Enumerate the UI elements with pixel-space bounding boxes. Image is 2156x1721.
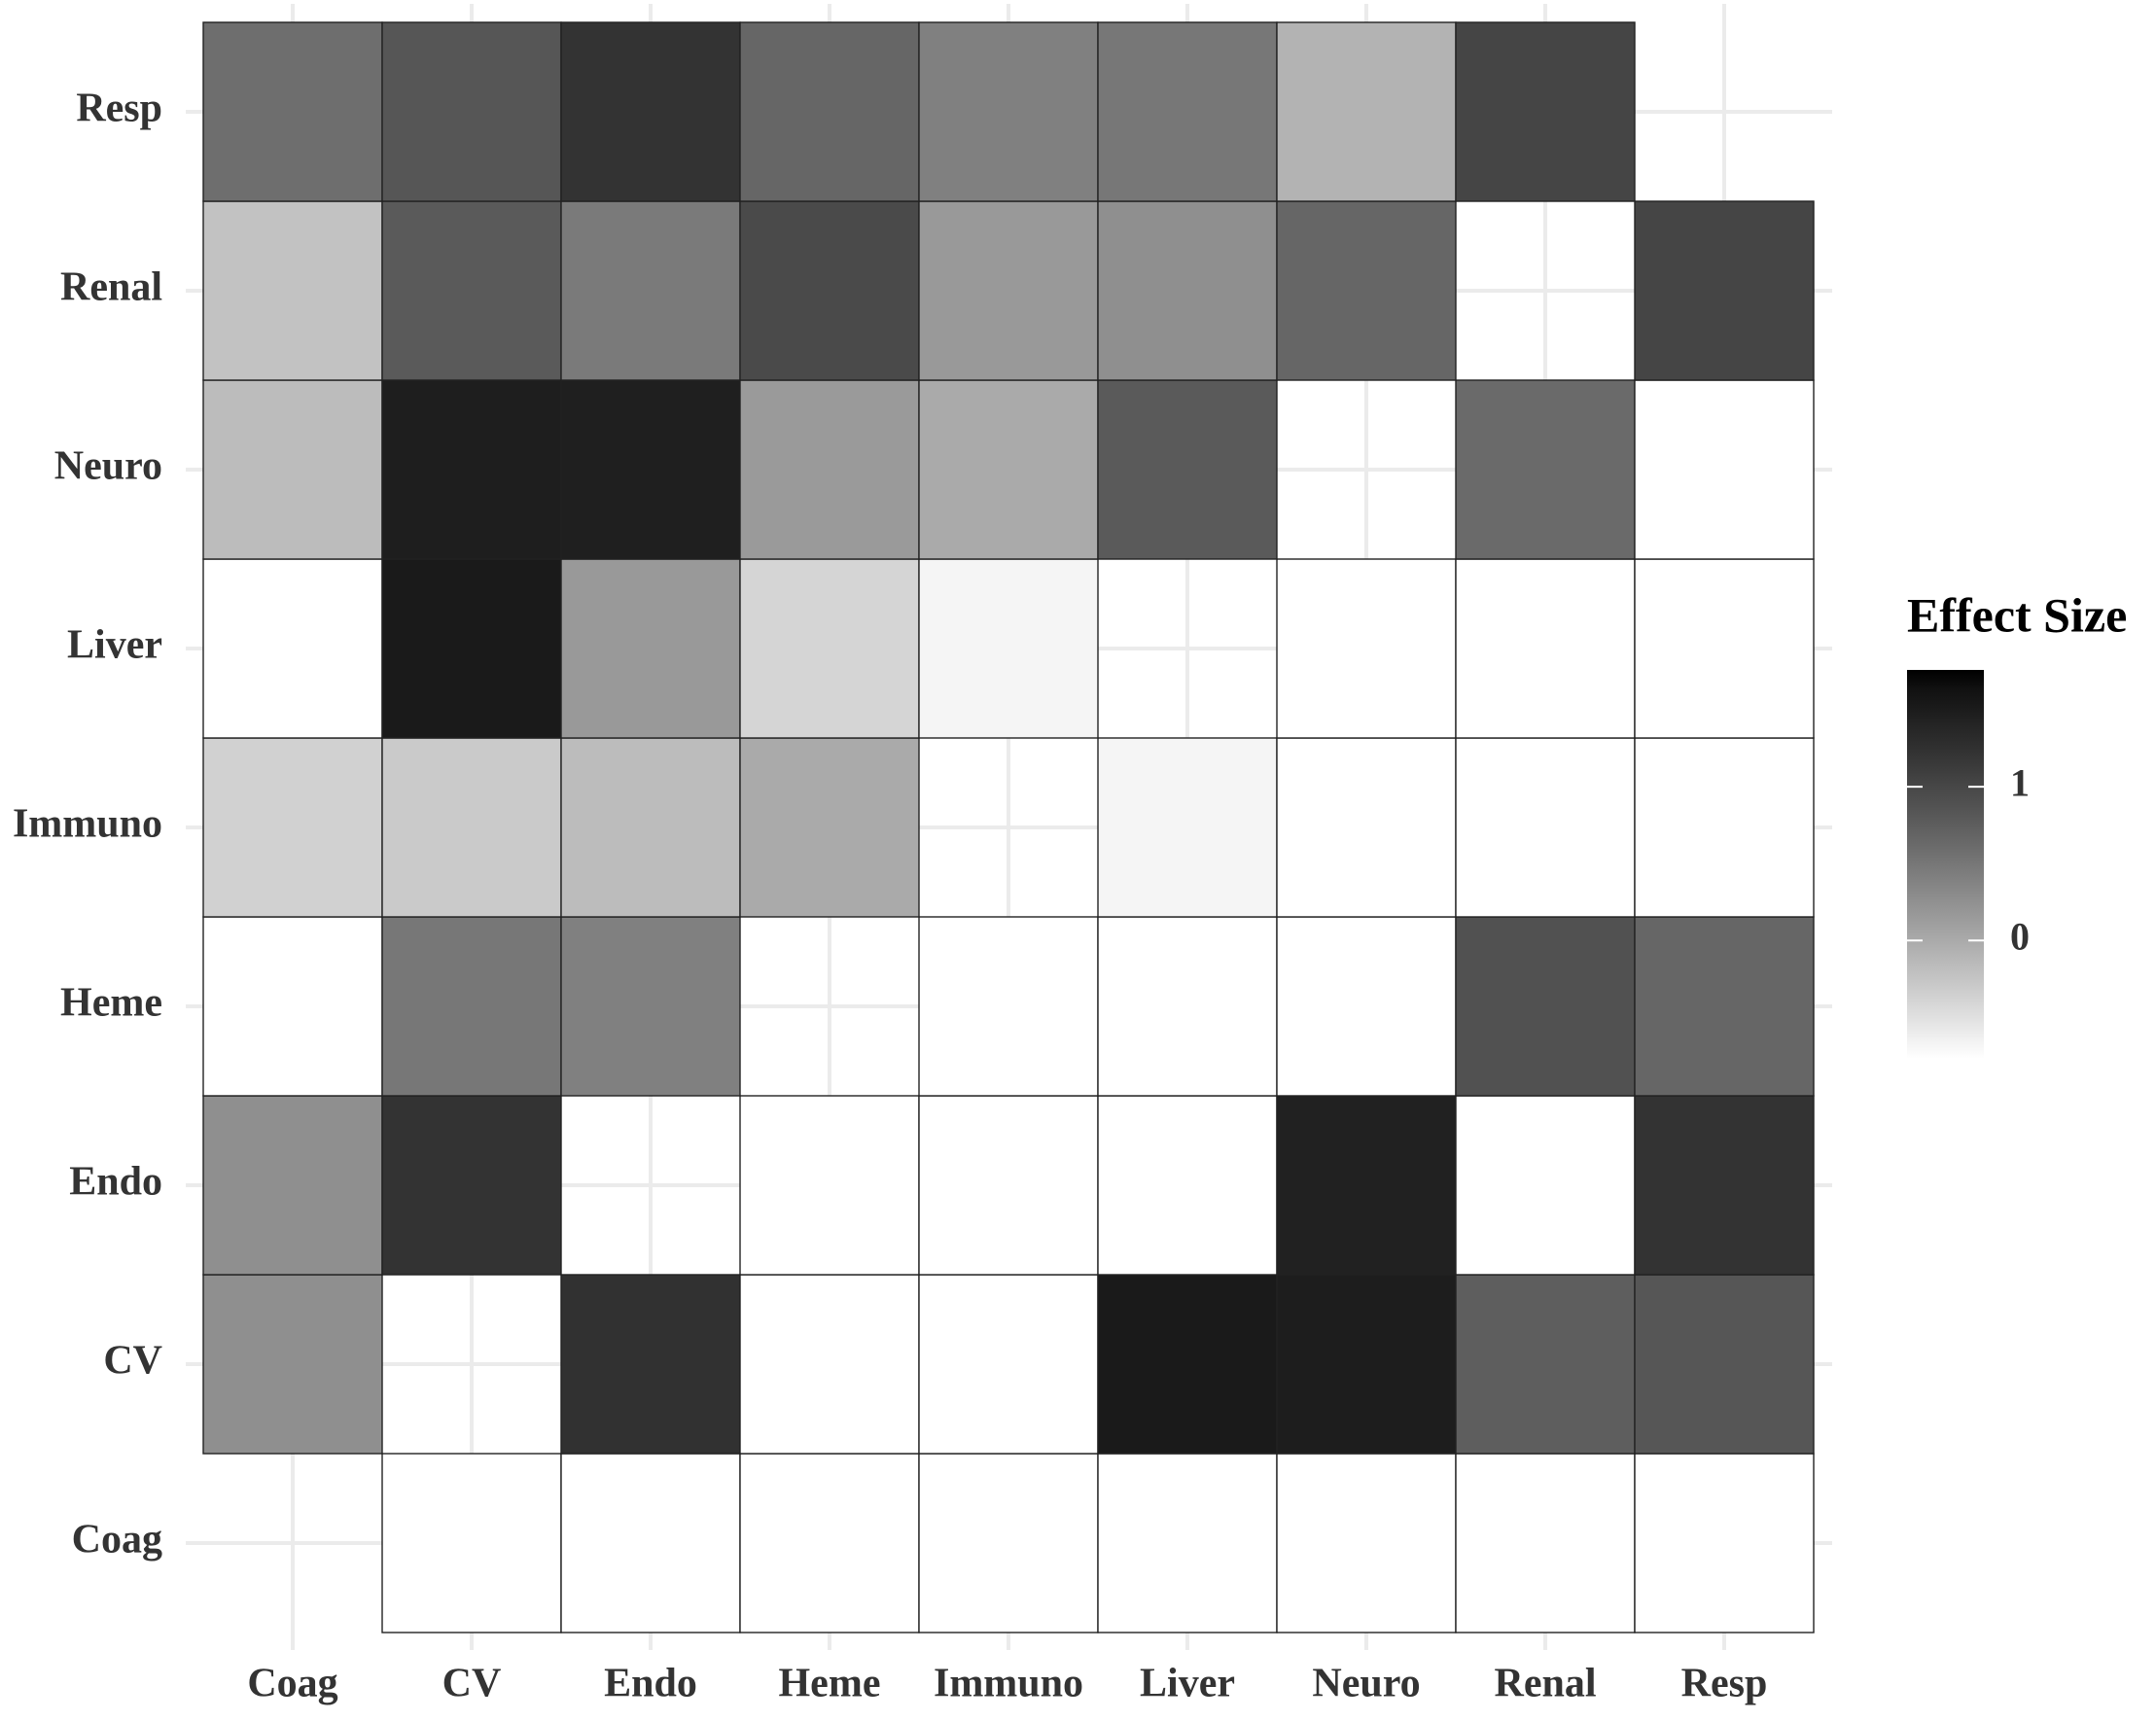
heatmap-cell [202, 1274, 383, 1455]
heatmap-cell [381, 200, 562, 381]
x-tick-label: Neuro [1312, 1662, 1420, 1706]
heatmap-cell [739, 21, 920, 202]
y-tick-label: CV [103, 1339, 162, 1384]
heatmap-cell [1097, 1274, 1278, 1455]
heatmap-cell [1097, 916, 1278, 1097]
heatmap-cell [202, 737, 383, 918]
y-tick-label: Endo [69, 1160, 162, 1205]
heatmap-cell [202, 916, 383, 1097]
heatmap-cell [918, 379, 1099, 560]
heatmap-cell [560, 200, 741, 381]
x-tick-label: CV [442, 1662, 502, 1706]
heatmap-cell [560, 916, 741, 1097]
colorbar-tick-label: 1 [2010, 760, 2030, 804]
x-tick-label: Heme [779, 1662, 881, 1706]
heatmap-cell [560, 21, 741, 202]
heatmap-cell [1276, 200, 1457, 381]
heatmap-cell [1455, 21, 1636, 202]
y-tick-label: Renal [60, 265, 162, 310]
heatmap-cell [1097, 200, 1278, 381]
y-tick-label: Heme [60, 981, 162, 1026]
heatmap-cell [1097, 1453, 1278, 1633]
heatmap-cell [1455, 737, 1636, 918]
heatmap-cell [560, 1274, 741, 1455]
heatmap-cell [1276, 1095, 1457, 1276]
heatmap-cell [381, 916, 562, 1097]
heatmap-cell [1276, 916, 1457, 1097]
heatmap-cell [739, 379, 920, 560]
heatmap-cell [1455, 558, 1636, 739]
heatmap-cell [1634, 737, 1815, 918]
heatmap-cell [1455, 916, 1636, 1097]
heatmap-cell [202, 200, 383, 381]
heatmap-cell [381, 1095, 562, 1276]
heatmap-cell [1455, 1453, 1636, 1633]
y-tick-label: Liver [67, 623, 162, 668]
heatmap-cell [381, 558, 562, 739]
heatmap-cell [918, 200, 1099, 381]
heatmap-cell [381, 737, 562, 918]
x-tick-label: Liver [1140, 1662, 1235, 1706]
heatmap-cell [1276, 1453, 1457, 1633]
heatmap-cell [1097, 737, 1278, 918]
heatmap-cell [381, 21, 562, 202]
heatmap-cell [202, 21, 383, 202]
heatmap-cell [918, 1274, 1099, 1455]
heatmap-cell [739, 558, 920, 739]
heatmap-cell [1276, 21, 1457, 202]
heatmap-cell [1455, 379, 1636, 560]
heatmap-cell [739, 1095, 920, 1276]
heatmap-cell [1634, 1274, 1815, 1455]
x-tick-label: Endo [604, 1662, 697, 1706]
heatmap-cell [1276, 737, 1457, 918]
heatmap-cell [1634, 1453, 1815, 1633]
heatmap-cell [1455, 1274, 1636, 1455]
heatmap-cell [1634, 558, 1815, 739]
heatmap-cell [1097, 379, 1278, 560]
heatmap-cell [1634, 916, 1815, 1097]
heatmap-cell [560, 1453, 741, 1633]
heatmap-cell [918, 1453, 1099, 1633]
heatmap-cell [739, 737, 920, 918]
y-tick-label: Coag [72, 1518, 162, 1563]
heatmap-cell [918, 916, 1099, 1097]
heatmap-cell [202, 1095, 383, 1276]
colorbar [1907, 670, 1984, 1059]
heatmap-cell [1634, 200, 1815, 381]
heatmap-cell [560, 558, 741, 739]
heatmap-cell [1634, 1095, 1815, 1276]
heatmap-cell [1276, 558, 1457, 739]
y-tick-label: Resp [76, 87, 162, 131]
heatmap-cell [560, 737, 741, 918]
legend-title: Effect Size [1907, 587, 2127, 642]
heatmap-cell [1097, 1095, 1278, 1276]
x-tick-label: Immuno [934, 1662, 1083, 1706]
heatmap-cell [918, 21, 1099, 202]
y-tick-label: Immuno [13, 802, 162, 847]
heatmap-cell [560, 379, 741, 560]
heatmap-cell [739, 1274, 920, 1455]
heatmap-cell [918, 558, 1099, 739]
x-tick-label: Resp [1681, 1662, 1768, 1706]
x-tick-label: Renal [1495, 1662, 1597, 1706]
heatmap-cell [202, 379, 383, 560]
heatmap-cell [739, 1453, 920, 1633]
y-tick-label: Neuro [54, 444, 162, 489]
heatmap-cell [1455, 1095, 1636, 1276]
heatmap-cell [381, 379, 562, 560]
heatmap-cell [1276, 1274, 1457, 1455]
heatmap-cell [918, 1095, 1099, 1276]
heatmap-cell [381, 1453, 562, 1633]
heatmap-cell [202, 558, 383, 739]
heatmap-cell [1097, 21, 1278, 202]
heatmap-cell [739, 200, 920, 381]
colorbar-tick-label: 0 [2010, 914, 2030, 958]
heatmap-cell [1634, 379, 1815, 560]
x-tick-label: Coag [247, 1662, 337, 1706]
